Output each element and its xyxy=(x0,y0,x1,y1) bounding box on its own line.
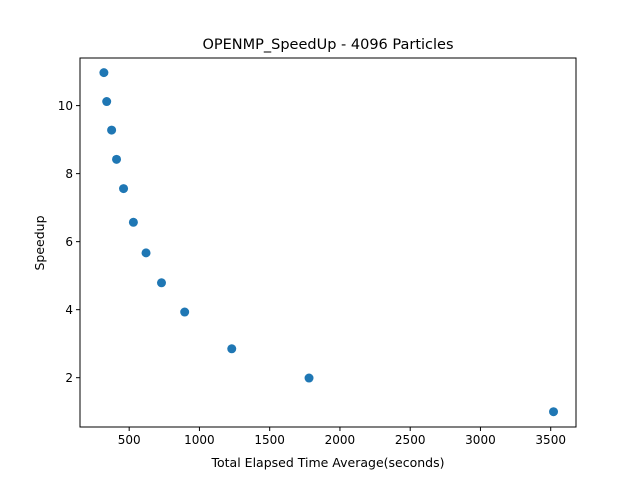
x-tick-label: 3500 xyxy=(535,433,566,447)
data-point xyxy=(112,154,122,164)
chart-title: OPENMP_SpeedUp - 4096 Particles xyxy=(202,37,453,53)
data-point xyxy=(141,248,151,258)
y-tick-label: 10 xyxy=(58,99,73,113)
data-point xyxy=(107,125,117,135)
x-tick-label: 1500 xyxy=(254,433,285,447)
x-tick-label: 2000 xyxy=(325,433,356,447)
data-point xyxy=(180,307,190,317)
data-point xyxy=(99,68,109,78)
data-point xyxy=(227,344,237,354)
x-tick-label: 500 xyxy=(118,433,141,447)
plot-area: 500 1000 1500 2000 2500 3000 3500 2 4 6 8 10 xyxy=(58,57,577,447)
data-point xyxy=(119,184,129,194)
x-axis-label: Total Elapsed Time Average(seconds) xyxy=(211,455,445,470)
plot-frame xyxy=(79,57,577,428)
y-tick-label: 4 xyxy=(65,303,73,317)
y-axis-label: Speedup xyxy=(32,215,47,270)
data-point xyxy=(156,278,166,288)
x-tick-label: 1000 xyxy=(184,433,215,447)
y-tick-label: 8 xyxy=(65,167,73,181)
data-point xyxy=(304,373,314,383)
data-point xyxy=(102,97,112,107)
x-tick-label: 2500 xyxy=(395,433,426,447)
data-point xyxy=(549,407,559,417)
data-point xyxy=(128,217,138,227)
x-tick-label: 3000 xyxy=(465,433,496,447)
y-tick-label: 6 xyxy=(65,235,73,249)
y-tick-label: 2 xyxy=(65,371,73,385)
